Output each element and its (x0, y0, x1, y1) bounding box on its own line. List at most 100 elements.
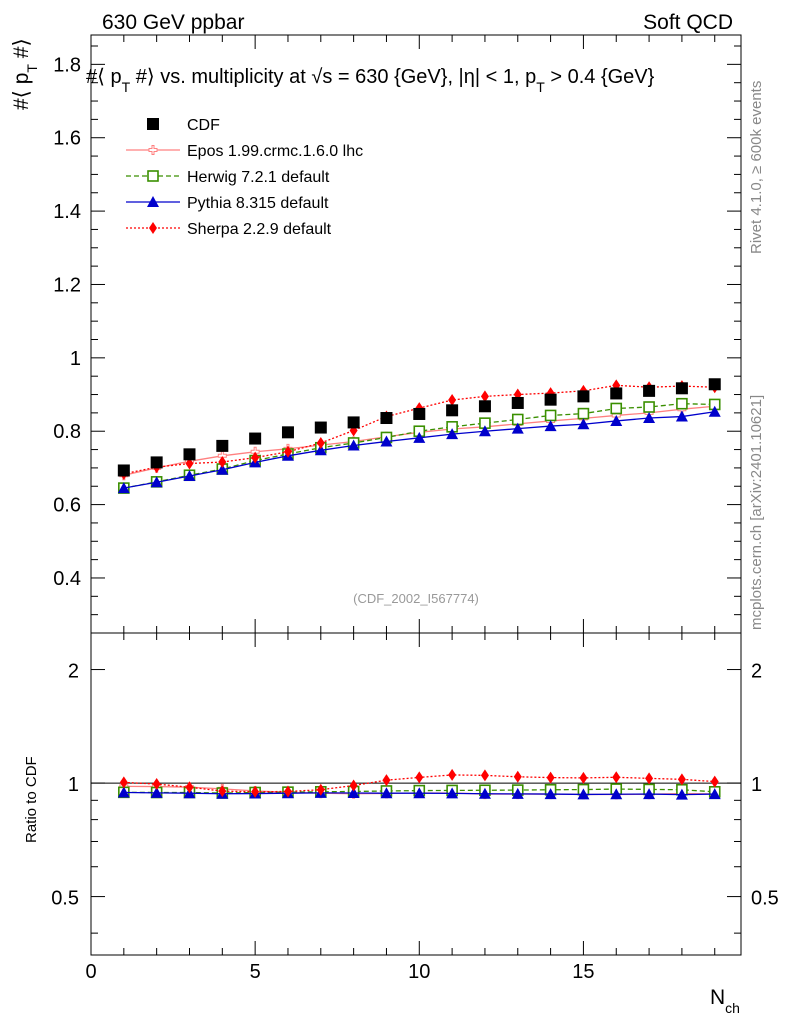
cdf-main-point (675, 382, 688, 395)
sherpa-ratio-point (415, 771, 424, 784)
sherpa-main-point (218, 456, 227, 469)
sherpa-ratio-point (513, 770, 522, 783)
ratio-tick-label-right: 0.5 (751, 888, 779, 910)
pythia-main-point (708, 405, 721, 417)
y-tick-label: 0.4 (53, 568, 81, 590)
pythia-main-point (544, 420, 557, 432)
analysis-watermark: (CDF_2002_I567774) (353, 591, 479, 606)
pythia-ratio-point (675, 788, 688, 800)
sherpa-ratio-point (546, 771, 555, 784)
side-text-rivet: Rivet 4.1.0, ≥ 600k events (748, 81, 765, 254)
x-tick-label: 5 (250, 961, 261, 983)
pythia-main-point (577, 418, 590, 430)
cdf-main-point (380, 412, 393, 425)
y-tick-label: 1 (70, 348, 81, 370)
legend-label-cdf: CDF (187, 117, 220, 134)
herwig-main-point (676, 397, 688, 410)
x-tick-label: 15 (572, 961, 594, 983)
y-tick-label: 1.8 (53, 54, 81, 76)
legend-item-pythia: Pythia 8.315 default (126, 195, 329, 212)
pythia-ratio-point (446, 787, 459, 799)
legend-item-herwig: Herwig 7.2.1 default (126, 169, 330, 186)
pythia-main-point (446, 428, 459, 440)
cdf-main-point (610, 387, 623, 400)
herwig-main-point (643, 401, 655, 413)
y-tick-labels: 0.4 0.6 0.8 1 1.2 1.4 1.6 1.8 (53, 54, 81, 590)
herwig-main-point (577, 407, 590, 420)
pythia-main-point (511, 422, 524, 434)
sherpa-ratio-point (119, 776, 128, 789)
pythia-main-point (610, 414, 623, 426)
sherpa-ratio-point (218, 785, 227, 798)
pythia-main-point (413, 431, 426, 443)
y-tick-label: 1.6 (53, 128, 81, 150)
cdf-main-point (347, 416, 360, 429)
ratio-y-axis-label: Ratio to CDF (23, 756, 40, 843)
sherpa-main-point (448, 394, 457, 407)
sherpa-ratio-point (152, 778, 161, 791)
pythia-ratio-point (478, 787, 491, 799)
x-tick-label: 10 (408, 961, 430, 983)
sherpa-main-point (251, 451, 260, 464)
pythia-ratio-point (413, 787, 426, 799)
cdf-main-point (117, 464, 130, 477)
sherpa-ratio-point (349, 779, 358, 792)
cdf-main-point (544, 393, 557, 406)
cdf-main-point (413, 407, 426, 420)
pythia-main-point (314, 444, 327, 456)
herwig-main-point (544, 409, 557, 422)
ratio-series (117, 768, 721, 800)
pythia-main-point (347, 439, 360, 451)
legend-item-epos: Epos 1.99.crmc.1.6.0 lhc (126, 143, 363, 160)
legend-item-cdf: CDF (147, 117, 220, 134)
ratio-tick-label: 2 (68, 661, 79, 683)
y-tick-label: 0.8 (53, 421, 81, 443)
sherpa-ratio-point (251, 785, 260, 798)
cdf-main-point (314, 421, 327, 434)
legend-marker-sherpa (149, 222, 157, 234)
cdf-main-point (183, 448, 196, 461)
pythia-main-line (123, 411, 715, 489)
y-axis-label: #⟨ pT #⟩ (10, 38, 40, 110)
sherpa-main-point (185, 457, 194, 470)
x-axis-label: Nch (710, 986, 740, 1016)
legend-label-pythia: Pythia 8.315 default (187, 195, 329, 212)
pythia-ratio-point (577, 788, 590, 800)
side-text-mcplots: mcplots.cern.ch [arXiv:2401.10621] (748, 395, 765, 630)
cdf-main-point (249, 432, 262, 445)
legend-marker-epos (148, 145, 158, 155)
header-right: Soft QCD (643, 11, 733, 34)
legend: CDF Epos 1.99.crmc.1.6.0 lhc Herwig 7.2.1 … (126, 117, 363, 238)
legend-marker-cdf (147, 118, 159, 130)
main-series (117, 378, 721, 494)
sherpa-ratio-point (677, 773, 686, 786)
pythia-ratio-point (150, 786, 163, 798)
pythia-main-point (380, 435, 393, 447)
cdf-main-point (577, 390, 590, 403)
cdf-main-point (216, 439, 229, 452)
x-tick-labels: 0 5 10 15 (85, 961, 594, 983)
ratio-tick-label: 0.5 (51, 888, 79, 910)
legend-marker-herwig (147, 170, 159, 182)
sherpa-ratio-point (710, 775, 719, 788)
pythia-main-point (478, 425, 491, 437)
chart-title: #⟨ pT #⟩ vs. multiplicity at √s = 630 {G… (86, 66, 655, 95)
sherpa-ratio-point (480, 769, 489, 782)
cdf-main-point (478, 400, 491, 413)
legend-label-herwig: Herwig 7.2.1 default (187, 169, 330, 186)
pythia-ratio-point (380, 787, 393, 799)
legend-label-epos: Epos 1.99.crmc.1.6.0 lhc (187, 143, 363, 160)
ratio-tick-labels: 0.5 0.5 1 1 2 2 (51, 661, 779, 910)
sherpa-main-point (283, 445, 292, 458)
header-left: 630 GeV ppbar (102, 11, 244, 34)
cdf-main-point (708, 378, 721, 391)
x-tick-label: 0 (85, 961, 96, 983)
legend-item-sherpa: Sherpa 2.2.9 default (126, 221, 332, 238)
legend-marker-pythia (147, 196, 159, 207)
ratio-tick-label-right: 2 (751, 661, 762, 683)
pythia-ratio-point (347, 787, 360, 799)
pythia-ratio-point (117, 786, 130, 798)
cdf-main-point (150, 456, 163, 469)
y-tick-label: 1.4 (53, 201, 81, 223)
